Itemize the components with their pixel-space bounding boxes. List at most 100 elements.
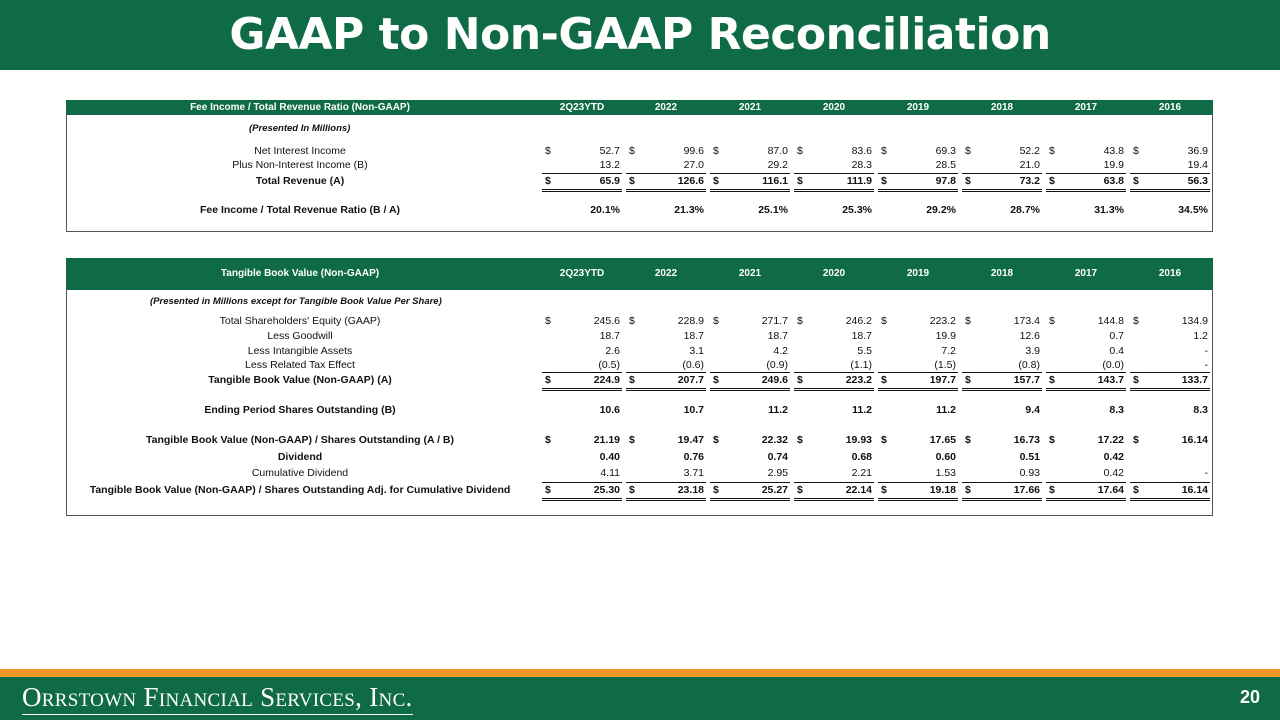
column-header: 2021 [738, 101, 762, 113]
double-underline [1130, 498, 1210, 499]
cell-value: 29.2% [926, 204, 956, 216]
currency-symbol: $ [629, 175, 635, 187]
cell-value: 18.7 [599, 330, 620, 342]
cell-value: 1.2 [1193, 330, 1208, 342]
sum-line [626, 173, 706, 174]
sum-line [1046, 173, 1126, 174]
cell-value: 8.3 [1109, 404, 1124, 416]
double-underline [626, 189, 706, 190]
sum-line [962, 482, 1042, 483]
double-underline [710, 388, 790, 389]
cell-value: 21.3% [674, 204, 704, 216]
double-underline [710, 390, 790, 391]
double-underline [1046, 191, 1126, 192]
sum-line [878, 372, 958, 373]
cell-value: - [1204, 345, 1209, 357]
currency-symbol: $ [1049, 315, 1055, 327]
cell-value: 19.18 [929, 484, 956, 496]
row-label: Tangible Book Value (Non-GAAP) / Shares … [89, 484, 511, 496]
footer-bar [0, 677, 1280, 720]
currency-symbol: $ [1133, 315, 1139, 327]
row-label: Less Intangible Assets [247, 345, 353, 357]
cell-value: 17.65 [929, 434, 956, 446]
column-header: 2Q23YTD [559, 101, 605, 113]
sum-line [794, 173, 874, 174]
cell-value: 21.0 [1019, 159, 1040, 171]
currency-symbol: $ [881, 315, 887, 327]
cell-value: (1.1) [850, 359, 872, 371]
cell-value: 28.3 [851, 159, 872, 171]
sum-line [794, 482, 874, 483]
sum-line [1130, 372, 1210, 373]
double-underline [626, 388, 706, 389]
row-label: Tangible Book Value (Non-GAAP) / Shares … [145, 434, 455, 446]
cell-value: 246.2 [845, 315, 872, 327]
cell-value: 157.7 [1013, 374, 1040, 386]
currency-symbol: $ [545, 175, 551, 187]
cell-value: 133.7 [1181, 374, 1208, 386]
cell-value: 52.2 [1019, 145, 1040, 157]
column-header: Tangible Book Value (Non-GAAP) [220, 268, 380, 279]
double-underline [878, 498, 958, 499]
sum-line [710, 372, 790, 373]
currency-symbol: $ [881, 145, 887, 157]
cell-value: 134.9 [1181, 315, 1208, 327]
currency-symbol: $ [713, 374, 719, 386]
currency-symbol: $ [881, 374, 887, 386]
currency-symbol: $ [713, 484, 719, 496]
double-underline [878, 500, 958, 501]
cell-value: 3.9 [1025, 345, 1040, 357]
double-underline [962, 191, 1042, 192]
cell-value: 23.18 [677, 484, 704, 496]
double-underline [794, 189, 874, 190]
double-underline [710, 189, 790, 190]
sum-line [878, 482, 958, 483]
currency-symbol: $ [629, 374, 635, 386]
cell-value: 11.2 [852, 404, 872, 416]
sum-line [1130, 173, 1210, 174]
currency-symbol: $ [545, 484, 551, 496]
cell-value: 0.93 [1019, 467, 1040, 479]
currency-symbol: $ [881, 434, 887, 446]
cell-value: 3.1 [689, 345, 704, 357]
currency-symbol: $ [629, 145, 635, 157]
cell-value: 16.14 [1181, 434, 1208, 446]
double-underline [710, 498, 790, 499]
currency-symbol: $ [1133, 484, 1139, 496]
cell-value: 19.47 [677, 434, 704, 446]
column-header: 2022 [654, 101, 678, 113]
cell-value: 4.11 [600, 467, 620, 479]
cell-value: 31.3% [1094, 204, 1124, 216]
cell-value: 7.2 [941, 345, 956, 357]
row-label: Less Goodwill [267, 330, 333, 342]
double-underline [710, 500, 790, 501]
double-underline [626, 500, 706, 501]
row-label: Total Shareholders' Equity (GAAP) [219, 315, 381, 327]
cell-value: (0.6) [682, 359, 704, 371]
table-header [66, 100, 1213, 115]
currency-symbol: $ [797, 434, 803, 446]
cell-value: 0.74 [767, 451, 788, 463]
sum-line [794, 372, 874, 373]
cell-value: 116.1 [762, 175, 788, 187]
double-underline [962, 390, 1042, 391]
double-underline [710, 191, 790, 192]
cell-value: - [1204, 467, 1209, 479]
cell-value: 0.42 [1103, 467, 1124, 479]
sum-line [710, 173, 790, 174]
cell-value: 17.66 [1013, 484, 1040, 496]
cell-value: 17.64 [1097, 484, 1124, 496]
sum-line [542, 482, 622, 483]
column-header: 2016 [1158, 268, 1182, 279]
row-label: Dividend [277, 451, 323, 463]
double-underline [626, 390, 706, 391]
double-underline [542, 191, 622, 192]
currency-symbol: $ [629, 315, 635, 327]
currency-symbol: $ [1133, 374, 1139, 386]
cell-value: 0.68 [851, 451, 872, 463]
cell-value: 0.7 [1109, 330, 1124, 342]
double-underline [878, 390, 958, 391]
cell-value: 29.2 [767, 159, 788, 171]
cell-value: 19.9 [1103, 159, 1124, 171]
cell-value: 245.6 [593, 315, 620, 327]
